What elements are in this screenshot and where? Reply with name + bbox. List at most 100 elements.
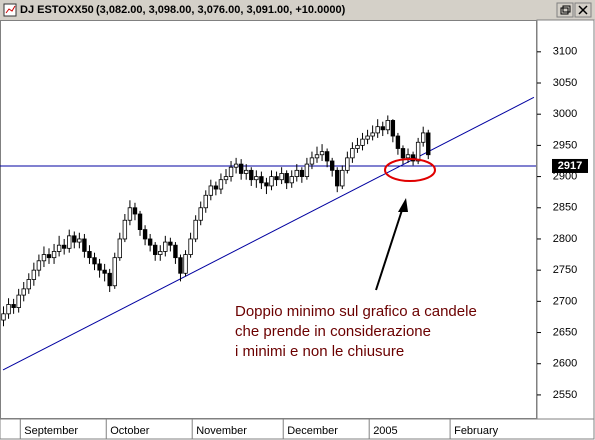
price-marker-label: 2917 bbox=[558, 160, 582, 172]
candle-body bbox=[132, 207, 138, 215]
candle-body bbox=[254, 176, 259, 181]
candle-body bbox=[173, 244, 178, 259]
candle-body bbox=[340, 169, 345, 187]
candle-body bbox=[208, 185, 214, 196]
candle-body bbox=[304, 163, 310, 177]
x-tick-label: February bbox=[454, 425, 499, 437]
candle-body bbox=[26, 279, 31, 290]
x-tick-label: September bbox=[24, 425, 78, 437]
candle-body bbox=[92, 257, 97, 265]
candle-body bbox=[218, 179, 224, 190]
candle-body bbox=[127, 207, 133, 221]
candle-body bbox=[31, 269, 37, 280]
candle-body bbox=[390, 120, 396, 137]
candle-body bbox=[345, 157, 350, 171]
candle-body bbox=[264, 182, 269, 187]
candle-body bbox=[370, 132, 375, 137]
candle-body bbox=[228, 166, 234, 177]
candle-body bbox=[360, 138, 365, 146]
candle-body bbox=[420, 132, 426, 143]
candle-body bbox=[158, 251, 163, 255]
trend-line bbox=[2, 96, 535, 371]
y-tick-label: 2900 bbox=[553, 170, 577, 182]
x-tick-label: October bbox=[110, 425, 149, 437]
candle-body bbox=[67, 235, 72, 249]
candle-body bbox=[51, 251, 57, 259]
candle-body bbox=[415, 141, 421, 162]
y-tick-label: 2700 bbox=[553, 295, 577, 307]
candle-body bbox=[147, 238, 153, 246]
candle-body bbox=[6, 304, 11, 315]
candle-body bbox=[163, 241, 168, 252]
y-tick-label: 3000 bbox=[553, 108, 577, 120]
y-tick-label: 3050 bbox=[553, 77, 577, 89]
y-tick-label: 2650 bbox=[553, 326, 577, 338]
candle-body bbox=[400, 148, 406, 159]
candle-body bbox=[188, 238, 193, 255]
candle-body bbox=[294, 169, 299, 177]
chart-title: DJ ESTOXX50 bbox=[20, 4, 94, 16]
candle-body bbox=[309, 157, 315, 165]
x-tick-label: December bbox=[287, 425, 338, 437]
highlight-ellipse bbox=[384, 158, 436, 182]
plot-area bbox=[0, 96, 536, 371]
arrow-head bbox=[398, 198, 408, 212]
arrow-shaft bbox=[375, 206, 404, 291]
candle-body bbox=[198, 207, 203, 221]
candle-body bbox=[350, 148, 355, 159]
close-button[interactable] bbox=[574, 2, 592, 18]
candle-body bbox=[249, 169, 254, 181]
candle-body bbox=[82, 238, 87, 252]
candle-body bbox=[299, 169, 305, 177]
candle-body bbox=[405, 154, 411, 159]
candle-body bbox=[329, 160, 335, 171]
candle-body bbox=[365, 135, 370, 140]
x-tick-label: November bbox=[196, 425, 247, 437]
candle-body bbox=[97, 263, 102, 271]
candle-body bbox=[152, 244, 158, 255]
restore-button[interactable] bbox=[556, 2, 574, 18]
candle-body bbox=[213, 185, 219, 190]
candle-body bbox=[102, 269, 107, 274]
candle-body bbox=[1, 313, 6, 321]
price-marker bbox=[552, 158, 588, 173]
annotation: i minimi e non le chiusure bbox=[235, 343, 404, 360]
candle-body bbox=[117, 238, 123, 259]
candle-body bbox=[61, 244, 67, 249]
candle-body bbox=[223, 176, 229, 181]
candle-body bbox=[410, 154, 416, 162]
candle-body bbox=[233, 163, 239, 168]
candle-body bbox=[335, 169, 340, 187]
candle-body bbox=[279, 173, 284, 181]
candle-body bbox=[41, 254, 47, 262]
y-tick-label: 2600 bbox=[553, 358, 577, 370]
candle-body bbox=[395, 135, 401, 149]
candle-body bbox=[203, 194, 208, 209]
candle-body bbox=[238, 163, 244, 174]
candle-body bbox=[274, 176, 279, 181]
candle-body bbox=[72, 235, 77, 243]
candle-body bbox=[314, 154, 320, 159]
candle-body bbox=[193, 219, 198, 240]
window-icon-graph bbox=[5, 5, 16, 14]
y-tick-label: 2550 bbox=[553, 389, 577, 401]
candle-body bbox=[183, 254, 188, 274]
candle-body bbox=[244, 169, 249, 174]
candle-body bbox=[319, 151, 325, 156]
candle-body bbox=[77, 238, 82, 243]
candle-body bbox=[46, 254, 52, 259]
candle-body bbox=[137, 213, 143, 231]
candle-body bbox=[289, 176, 294, 184]
time-axis bbox=[0, 418, 595, 440]
candle-body bbox=[112, 257, 117, 287]
price-axis bbox=[536, 19, 595, 420]
candle-body bbox=[426, 132, 431, 156]
candle-body bbox=[375, 126, 380, 134]
annotation: Doppio minimo sul grafico a candele bbox=[235, 303, 477, 320]
y-tick-label: 2800 bbox=[553, 233, 577, 245]
candle-body bbox=[36, 260, 42, 271]
candle-body bbox=[142, 229, 148, 240]
candle-body bbox=[284, 173, 289, 184]
